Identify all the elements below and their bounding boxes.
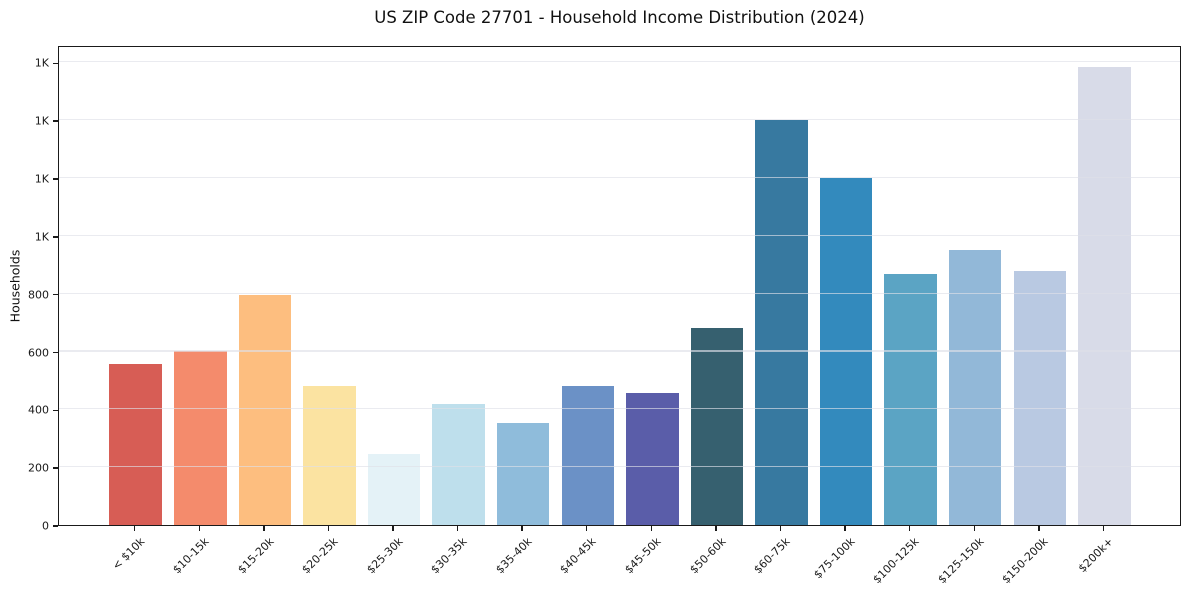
gridline-1600: [59, 61, 1180, 63]
bar-5: [432, 403, 485, 525]
bar-1: [174, 350, 227, 525]
x-tick-mark-9: [715, 526, 717, 531]
gridline-400: [59, 408, 1180, 410]
y-tick-label-800: 800: [28, 288, 49, 302]
gridline-1200: [59, 176, 1180, 179]
y-tick-label-1600: 1K: [34, 56, 49, 70]
bar-4: [367, 454, 421, 525]
y-tick-label-600: 600: [28, 346, 49, 359]
x-tick-mark-12: [908, 526, 911, 531]
chart-title: US ZIP Code 27701 - Household Income Dis…: [374, 8, 865, 27]
y-tick-label-200: 200: [28, 461, 49, 475]
bar-14: [1013, 271, 1067, 525]
x-tick-label-13: $125-150k: [935, 535, 987, 587]
bar-8: [626, 393, 679, 525]
x-tick-label-2: $15-20k: [234, 535, 277, 577]
x-tick-label-6: $35-40k: [493, 535, 535, 577]
x-tick-mark-5: [456, 526, 459, 531]
bar-7: [561, 385, 614, 525]
x-tick-mark-7: [586, 526, 588, 531]
plot-area: [58, 46, 1181, 526]
y-tick-mark-200: [53, 467, 58, 469]
x-tick-label-7: $40-45k: [557, 535, 599, 577]
gridline-1000: [59, 234, 1180, 236]
x-tick-mark-0: [134, 526, 136, 531]
x-tick-mark-1: [198, 526, 200, 531]
bar-3: [303, 386, 356, 525]
x-tick-label-4: $25-30k: [363, 535, 406, 577]
y-axis-label: Households: [7, 249, 23, 323]
x-tick-mark-10: [779, 526, 782, 531]
y-tick-label-1400: 1K: [34, 114, 49, 128]
x-tick-label-15: $200k+: [1075, 535, 1116, 576]
y-tick-label-1000: 1K: [34, 230, 49, 244]
y-tick-mark-600: [53, 351, 58, 354]
y-tick-mark-800: [53, 293, 58, 296]
x-tick-mark-11: [844, 526, 846, 531]
x-tick-mark-3: [327, 526, 330, 531]
x-tick-label-8: $45-50k: [622, 535, 664, 577]
y-tick-mark-1600: [53, 62, 58, 65]
gridline-600: [59, 350, 1180, 352]
bar-13: [948, 250, 1002, 525]
bar-0: [109, 363, 162, 525]
y-tick-mark-1400: [53, 120, 58, 122]
x-tick-mark-4: [392, 526, 394, 531]
y-tick-label-1200: 1K: [34, 172, 49, 186]
bar-10: [755, 119, 808, 525]
x-tick-label-0: < $10k: [109, 535, 147, 573]
x-tick-label-3: $20-25k: [299, 535, 341, 577]
x-tick-mark-14: [1038, 526, 1040, 531]
x-tick-mark-15: [1102, 526, 1105, 531]
x-tick-mark-13: [973, 526, 975, 531]
x-tick-label-9: $50-60k: [686, 535, 729, 577]
gridline-200: [59, 465, 1180, 468]
y-tick-mark-0: [53, 525, 58, 527]
x-tick-mark-2: [263, 526, 265, 531]
x-tick-label-12: $100-125k: [870, 535, 922, 587]
x-tick-label-10: $60-75k: [751, 535, 793, 577]
y-tick-label-400: 400: [28, 403, 49, 417]
bar-15: [1078, 66, 1131, 525]
x-tick-label-5: $30-35k: [428, 535, 470, 577]
x-tick-label-1: $10-15k: [170, 535, 212, 577]
gridline-800: [59, 292, 1180, 294]
bar-6: [496, 423, 550, 525]
y-tick-mark-400: [53, 409, 58, 412]
x-tick-mark-6: [521, 526, 523, 531]
bar-2: [238, 294, 292, 525]
y-tick-mark-1000: [53, 236, 58, 238]
bar-9: [690, 328, 744, 525]
y-tick-mark-1200: [53, 178, 58, 180]
x-tick-label-14: $150-200k: [999, 535, 1052, 587]
bar-12: [884, 273, 937, 525]
x-tick-mark-8: [650, 526, 653, 531]
gridline-1400: [59, 119, 1180, 121]
y-tick-label-0: 0: [42, 519, 49, 533]
x-tick-label-11: $75-100k: [811, 535, 858, 582]
bar-11: [819, 178, 873, 525]
